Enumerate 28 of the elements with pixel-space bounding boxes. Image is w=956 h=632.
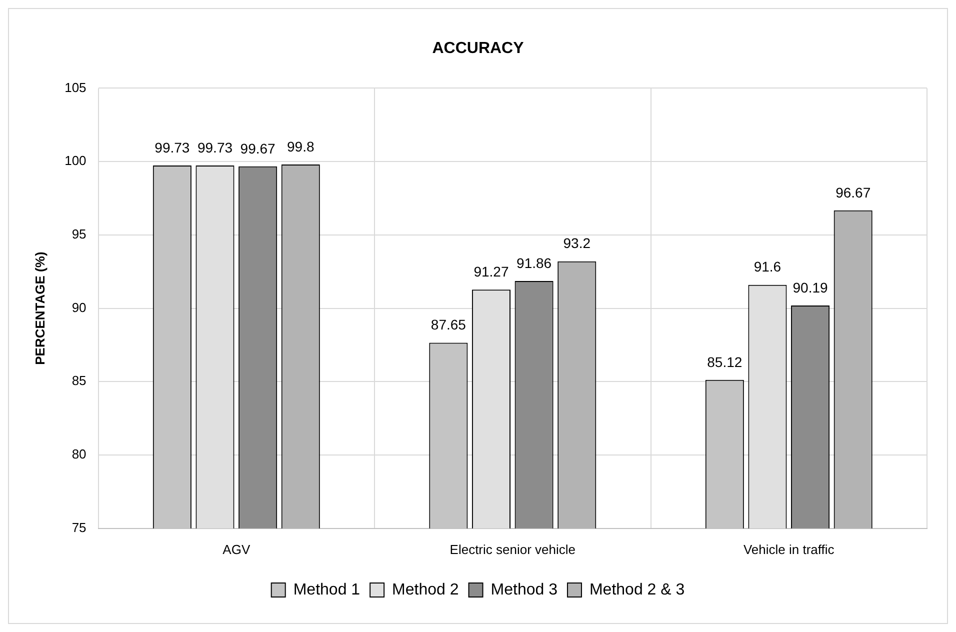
y-tick-label: 75 xyxy=(72,520,86,535)
y-tick-label: 85 xyxy=(72,373,86,388)
x-tick-label: AGV xyxy=(222,542,250,557)
data-label: 91.6 xyxy=(754,258,782,275)
data-label: 91.86 xyxy=(516,254,552,271)
x-tick-label: Electric senior vehicle xyxy=(450,542,576,557)
legend-label: Method 1 xyxy=(293,581,360,598)
data-label: 91.27 xyxy=(474,264,509,280)
data-label: 87.65 xyxy=(430,316,466,333)
y-tick-label: 105 xyxy=(64,80,86,95)
data-label: 85.12 xyxy=(707,354,742,370)
chart-title: ACCURACY xyxy=(432,40,524,58)
data-label: 96.67 xyxy=(836,184,871,200)
y-tick-label: 100 xyxy=(64,153,86,168)
data-label: 99.8 xyxy=(287,138,314,154)
y-tick-label: 80 xyxy=(72,446,86,462)
data-label: 99.73 xyxy=(197,139,233,156)
y-axis-title: PERCENTAGE (%) xyxy=(32,252,48,365)
legend-label: Method 2 & 3 xyxy=(589,581,685,598)
legend-label: Method 3 xyxy=(490,581,558,598)
data-label: 90.19 xyxy=(792,279,828,296)
data-label: 93.2 xyxy=(563,235,591,252)
x-tick-label: Vehicle in traffic xyxy=(743,542,835,557)
data-label: 99.67 xyxy=(240,140,276,156)
y-tick-label: 90 xyxy=(72,300,86,315)
y-tick-label: 95 xyxy=(72,226,86,242)
data-label: 99.73 xyxy=(154,139,190,156)
legend-label: Method 2 xyxy=(392,581,459,598)
